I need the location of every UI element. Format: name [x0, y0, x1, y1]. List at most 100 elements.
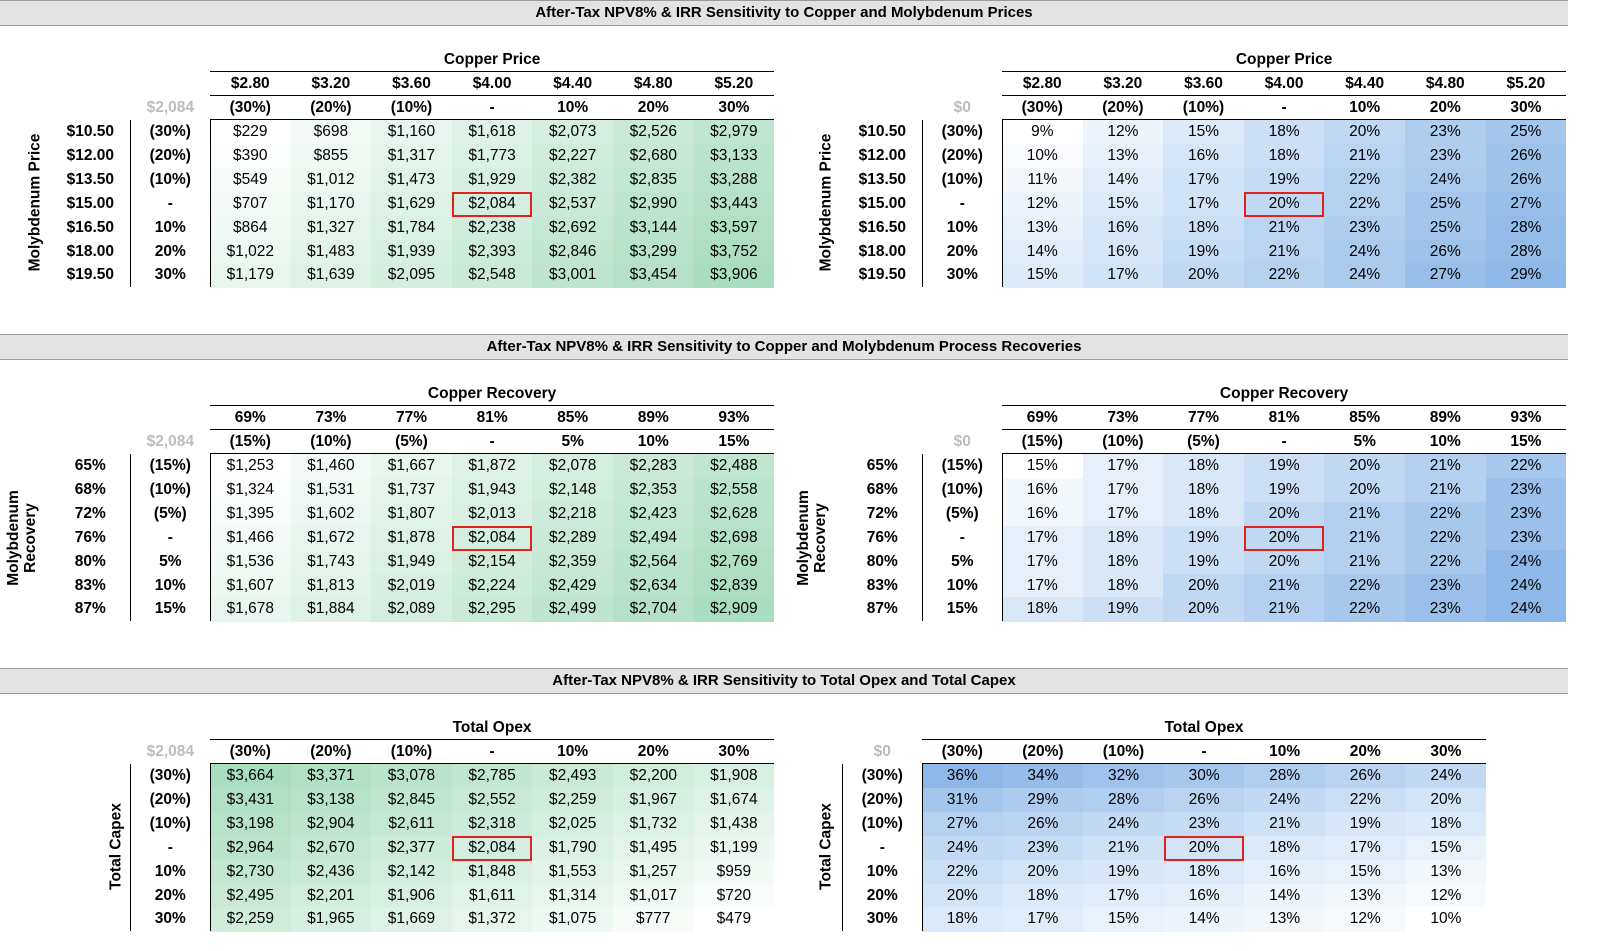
- irr-cell: 22%: [1405, 525, 1486, 551]
- npv-column-title: Total Opex: [210, 717, 775, 740]
- npv-cell: $3,144: [613, 215, 694, 240]
- npv-row-value: $16.50: [66, 218, 114, 236]
- irr-col-pct: 10%: [1269, 743, 1301, 760]
- npv-cell: $855: [290, 143, 372, 169]
- npv-row-pct: (30%): [149, 123, 191, 140]
- irr-row-header-border: [922, 454, 923, 622]
- npv-cell: $2,429: [532, 573, 613, 598]
- irr-cell: 26%: [1485, 143, 1567, 169]
- npv-row-value: $13.50: [66, 170, 114, 188]
- npv-cell: $2,148: [532, 477, 613, 503]
- npv-grid-left-border: [210, 454, 211, 622]
- npv-cell: $1,674: [693, 787, 775, 813]
- irr-cell: 13%: [1082, 143, 1164, 169]
- npv-cell: $698: [290, 120, 372, 145]
- npv-cell: $2,493: [532, 764, 613, 789]
- irr-row-value: 87%: [866, 600, 898, 618]
- irr-col-pct: (30%): [941, 743, 983, 760]
- npv-col-pct: (10%): [390, 743, 433, 760]
- npv-cell: $1,872: [451, 454, 533, 479]
- npv-row-pct: (20%): [149, 146, 191, 164]
- irr-col-pct: (15%): [1021, 433, 1063, 450]
- irr-cell: 24%: [1485, 573, 1567, 598]
- npv-cell: $2,611: [371, 811, 452, 837]
- npv-cell: $1,553: [532, 859, 613, 884]
- npv-cell: $549: [210, 167, 291, 193]
- irr-col-value: $3.20: [1103, 75, 1143, 92]
- npv-col-pct: 15%: [718, 433, 750, 450]
- irr-cell: 19%: [1243, 454, 1325, 479]
- npv-cell: $2,730: [210, 859, 291, 884]
- npv-col-pct: 30%: [718, 99, 750, 116]
- irr-cell: 19%: [1325, 811, 1406, 837]
- npv-col-pct: (30%): [229, 99, 271, 116]
- irr-cell: 26%: [1485, 167, 1567, 193]
- irr-subheader-rule: [1002, 95, 1567, 96]
- irr-cell: 23%: [1485, 477, 1567, 503]
- npv-col-pct: 20%: [637, 743, 669, 760]
- npv-col-value: $3.60: [392, 75, 431, 92]
- irr-cell: 16%: [1002, 501, 1083, 527]
- npv-col-pct: (10%): [310, 433, 352, 450]
- irr-cell: 17%: [1163, 191, 1244, 217]
- irr-cell: 9%: [1002, 120, 1083, 145]
- npv-cell: $1,314: [532, 883, 613, 908]
- npv-row-value: 80%: [74, 552, 106, 570]
- npv-col-pct: (30%): [229, 743, 271, 760]
- npv-row-value: $15.00: [66, 194, 114, 212]
- npv-cell: $1,943: [451, 477, 533, 503]
- irr-cell: 21%: [1324, 501, 1405, 527]
- npv-cell: $1,929: [451, 167, 533, 193]
- irr-cell: 20%: [1243, 525, 1325, 551]
- npv-cell: $2,238: [451, 215, 533, 240]
- irr-cell: 15%: [1405, 835, 1487, 861]
- npv-cell: $2,846: [532, 239, 613, 264]
- npv-cell: $1,075: [532, 907, 613, 932]
- irr-cell: 18%: [1163, 454, 1244, 479]
- npv-row-value: 72%: [74, 504, 106, 522]
- npv-cell: $2,552: [451, 787, 533, 813]
- npv-column-title: Copper Price: [210, 49, 775, 72]
- npv-row-value: $18.00: [66, 242, 114, 260]
- irr-cell: 18%: [1082, 525, 1164, 551]
- irr-cell: 11%: [1002, 167, 1083, 193]
- irr-row-pct: 20%: [866, 886, 898, 904]
- irr-row-header-border: [922, 120, 923, 288]
- irr-header-rule: [922, 763, 1487, 764]
- irr-cell: 17%: [1082, 477, 1164, 503]
- npv-cell: $2,680: [613, 143, 694, 169]
- npv-cell: $1,949: [371, 549, 452, 574]
- npv-cell: $2,142: [371, 859, 452, 884]
- npv-cell: $2,218: [532, 501, 613, 527]
- npv-row-pct: -: [167, 194, 173, 212]
- npv-cell: $3,454: [613, 263, 694, 288]
- npv-cell: $1,460: [290, 454, 372, 479]
- npv-subheader-rule: [210, 429, 775, 430]
- irr-cell: 10%: [1405, 907, 1487, 932]
- npv-base-case-highlight: [451, 835, 533, 861]
- irr-row-title: Molybdenum Price: [817, 133, 835, 272]
- irr-cell: 20%: [1163, 263, 1244, 288]
- irr-cell: 20%: [1324, 454, 1405, 479]
- npv-cell: $777: [613, 907, 694, 932]
- irr-cell: 19%: [1163, 549, 1244, 574]
- npv-cell: $1,012: [290, 167, 372, 193]
- irr-col-pct: 30%: [1510, 99, 1542, 116]
- irr-col-pct: (10%): [1102, 743, 1145, 760]
- irr-cell: 19%: [1082, 597, 1164, 622]
- npv-cell: $3,597: [693, 215, 775, 240]
- irr-row-pct: -: [959, 194, 965, 212]
- irr-col-pct: 10%: [1349, 99, 1381, 116]
- npv-cell: $3,001: [532, 263, 613, 288]
- irr-row-pct: (15%): [941, 457, 983, 474]
- npv-cell: $1,743: [290, 549, 372, 574]
- npv-row-title: Molybdenum Recovery: [5, 489, 39, 586]
- npv-cell: $1,602: [290, 501, 372, 527]
- irr-cell: 26%: [1405, 239, 1486, 264]
- irr-col-pct: (10%): [1182, 99, 1225, 116]
- npv-row-pct: (10%): [149, 170, 191, 188]
- irr-cell: 21%: [1405, 454, 1486, 479]
- npv-cell: $2,423: [613, 501, 694, 527]
- irr-cell: 23%: [1485, 525, 1567, 551]
- irr-cell: 14%: [1163, 907, 1245, 932]
